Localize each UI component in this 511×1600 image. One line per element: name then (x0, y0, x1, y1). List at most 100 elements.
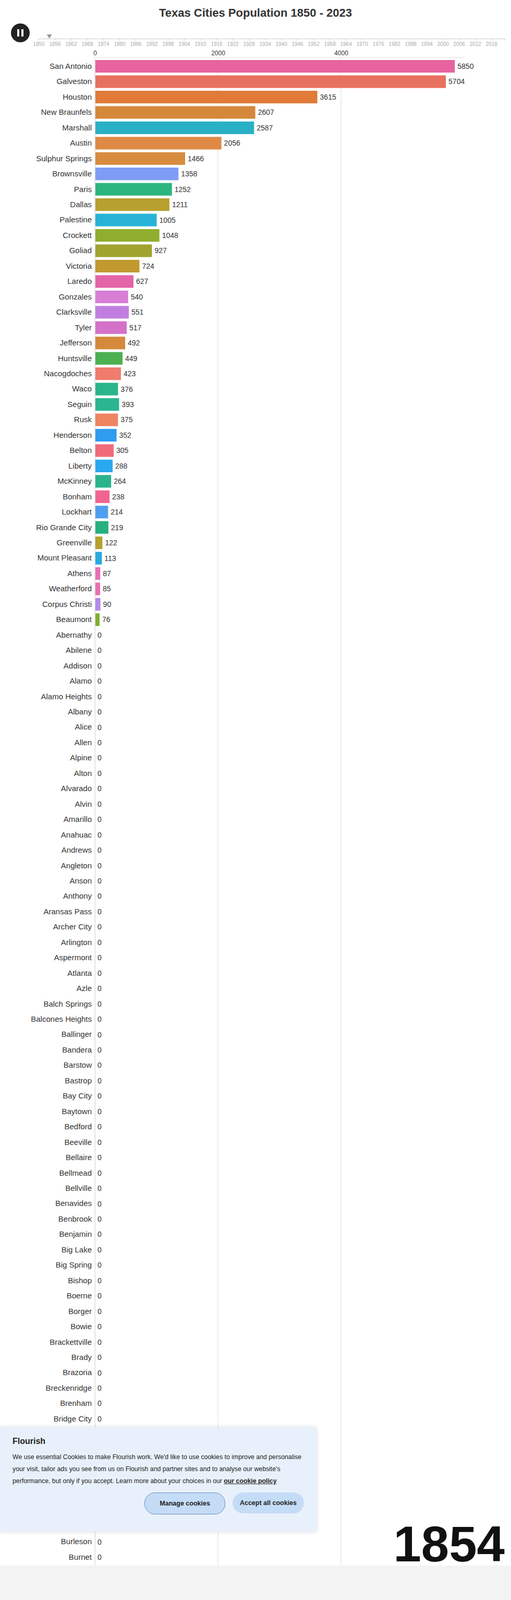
timeline-tick-label[interactable]: 1916 (210, 41, 223, 47)
timeline-tick[interactable]: 1946 (291, 38, 304, 47)
timeline-tick-mark[interactable] (38, 38, 40, 41)
timeline-tick[interactable]: 1904 (178, 38, 191, 47)
pause-bar[interactable] (17, 29, 20, 37)
timeline-tick-mark[interactable] (167, 38, 169, 41)
timeline-tick-label[interactable]: 1946 (291, 41, 304, 47)
timeline-tick-mark[interactable] (135, 38, 137, 41)
timeline-tick-label[interactable]: 2000 (437, 41, 450, 47)
timeline-tick-label[interactable]: 2012 (469, 41, 482, 47)
timeline-tick-label[interactable]: 1994 (421, 41, 434, 47)
timeline-tick-mark[interactable] (151, 38, 153, 41)
timeline-tick[interactable]: 1886 (129, 38, 142, 47)
timeline-tick-mark[interactable] (264, 38, 266, 41)
pause-bar[interactable] (21, 29, 24, 37)
timeline-tick[interactable]: 1964 (339, 38, 352, 47)
timeline-tick[interactable]: 2000 (437, 38, 450, 47)
data-label: 0 (97, 752, 102, 762)
timeline-tick[interactable]: 1874 (97, 38, 110, 47)
timeline-tick[interactable]: 1910 (194, 38, 207, 47)
timeline-tick-mark[interactable] (458, 38, 460, 41)
timeline-tick-mark[interactable] (442, 38, 444, 41)
timeline-tick[interactable]: 1976 (372, 38, 385, 47)
timeline-tick-mark[interactable] (491, 38, 492, 41)
timeline-tick-mark[interactable] (426, 38, 428, 41)
timeline-tick[interactable]: 1934 (259, 38, 272, 47)
timeline-tick[interactable]: 2018 (485, 38, 498, 47)
timeline-tick-label[interactable]: 1910 (194, 41, 207, 47)
timeline-tick-label[interactable]: 1988 (405, 41, 418, 47)
timeline-tick[interactable]: 1916 (210, 38, 223, 47)
timeline-tick-label[interactable]: 1904 (178, 41, 191, 47)
timeline-tick-mark[interactable] (345, 38, 347, 41)
timeline-tick-mark[interactable] (281, 38, 282, 41)
timeline-tick-mark[interactable] (329, 38, 331, 41)
timeline-axis[interactable]: 1850 185618621868187418801886 1892 18981904… (32, 38, 505, 47)
timeline-tick-label[interactable]: 1880 (113, 41, 126, 47)
timeline-marker[interactable] (46, 34, 53, 39)
timeline-tick[interactable]: 1982 (388, 38, 401, 47)
timeline-tick[interactable]: 1952 (307, 38, 320, 47)
timeline-tick[interactable]: 1862 (65, 38, 78, 47)
timeline-tick-label[interactable]: 1874 (97, 41, 110, 47)
timeline-tick-label[interactable]: 1976 (372, 41, 385, 47)
timeline-tick-label[interactable]: 1898 (162, 41, 175, 47)
timeline-tick-label[interactable]: 1934 (259, 41, 272, 47)
timeline-tick[interactable]: 1922 (226, 38, 239, 47)
timeline-tick-mark[interactable] (200, 38, 201, 41)
pause-circle[interactable] (10, 23, 30, 43)
timeline-tick[interactable]: 2006 (453, 38, 466, 47)
timeline-tick-mark[interactable] (313, 38, 314, 41)
timeline-tick-mark[interactable] (216, 38, 217, 41)
timeline-tick-mark[interactable] (87, 38, 88, 41)
data-label: 376 (120, 384, 133, 394)
timeline-tick[interactable]: 1898 (162, 38, 175, 47)
timeline-tick[interactable]: 1940 (275, 38, 288, 47)
timeline-tick-mark[interactable] (232, 38, 234, 41)
timeline-tick-mark[interactable] (297, 38, 298, 41)
timeline-tick[interactable]: 1928 (242, 38, 255, 47)
timeline-tick-label[interactable]: 1982 (388, 41, 401, 47)
timeline-tick[interactable]: 1994 (421, 38, 434, 47)
timeline-tick-mark[interactable] (378, 38, 379, 41)
timeline-tick-mark[interactable] (54, 38, 56, 41)
timeline-tick-mark[interactable] (70, 38, 72, 41)
timeline-tick-label[interactable]: 1856 (49, 41, 62, 47)
timeline-tick-label[interactable]: 1928 (242, 41, 255, 47)
timeline-tick[interactable]: 1958 (323, 38, 336, 47)
timeline-tick-label[interactable]: 1964 (339, 41, 352, 47)
timeline-tick[interactable]: 1856 (49, 38, 62, 47)
timeline-tick-label[interactable]: 1868 (81, 41, 94, 47)
timeline-tick-label[interactable]: 1940 (275, 41, 288, 47)
category-label: Brenham (59, 1397, 92, 1407)
timeline-tick-mark[interactable] (361, 38, 363, 41)
timeline-tick-label[interactable]: 1892 (146, 41, 158, 47)
timeline-tick[interactable]: 1868 (81, 38, 94, 47)
timeline-tick[interactable]: 1850 (32, 38, 45, 47)
timeline-tick-mark[interactable] (394, 38, 395, 41)
timeline-tick-label[interactable]: 1958 (323, 41, 336, 47)
timeline-tick-label[interactable]: 1922 (226, 41, 239, 47)
timeline-tick-mark[interactable] (103, 38, 104, 41)
banner-button[interactable]: Accept all cookies (232, 1491, 304, 1513)
banner-link[interactable]: our cookie policy (223, 1476, 277, 1484)
timeline-tick-label[interactable]: 1886 (129, 41, 142, 47)
timeline-tick-label[interactable]: 1952 (307, 41, 320, 47)
timeline-tick[interactable]: 1970 (356, 38, 369, 47)
banner-button[interactable]: Manage cookies (144, 1491, 226, 1514)
pause-button[interactable] (10, 23, 30, 43)
timeline-tick-mark[interactable] (410, 38, 411, 41)
timeline-tick-mark[interactable] (184, 38, 185, 41)
timeline-tick-mark[interactable] (119, 38, 120, 41)
timeline-tick-mark[interactable] (248, 38, 250, 41)
timeline-tick[interactable]: 1892 (146, 38, 158, 47)
timeline-tick-mark[interactable] (475, 38, 476, 41)
timeline-tick[interactable]: 2012 (469, 38, 482, 47)
timeline-tick[interactable]: 1988 (405, 38, 418, 47)
timeline-tick[interactable]: 1880 (113, 38, 126, 47)
timeline-tick-label[interactable]: 1862 (65, 41, 78, 47)
timeline-tick-label[interactable]: 1850 (32, 41, 45, 47)
timeline-tick-label[interactable]: 1970 (356, 41, 369, 47)
timeline-tick-label[interactable]: 2006 (453, 41, 466, 47)
timeline-line[interactable] (39, 39, 506, 42)
timeline-tick-label[interactable]: 2018 (485, 41, 498, 47)
